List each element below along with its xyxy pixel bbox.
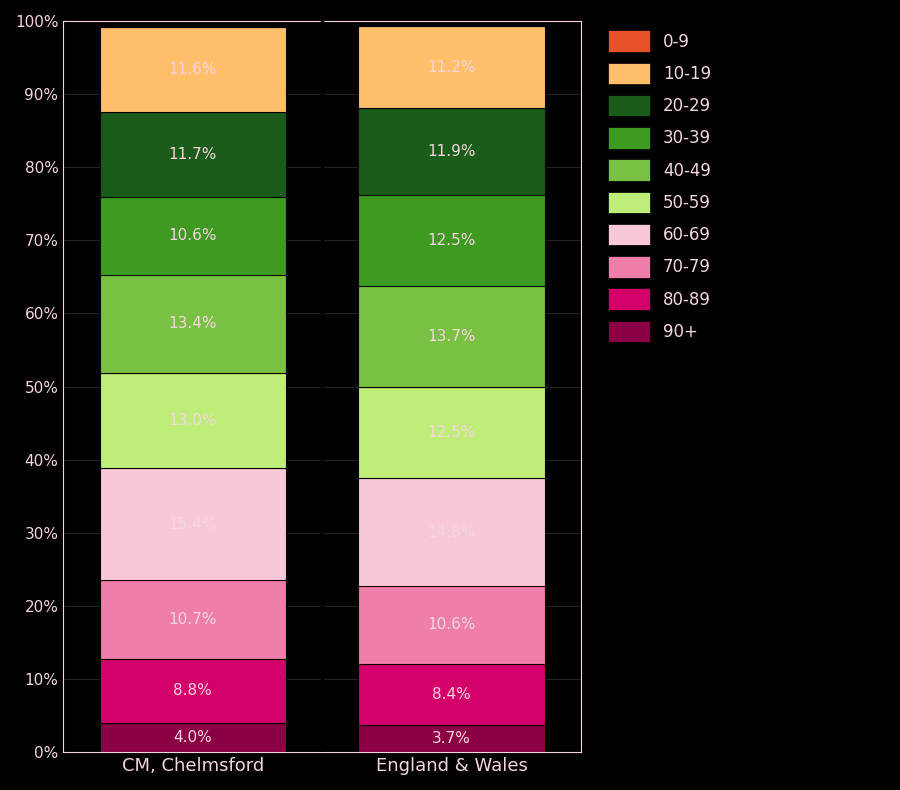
Text: 11.9%: 11.9% [428,144,476,159]
Bar [358,195,544,287]
Text: 10.6%: 10.6% [168,228,217,243]
Bar [100,275,286,373]
Bar [358,725,544,752]
Text: 10.7%: 10.7% [168,612,217,627]
Bar [100,27,286,111]
Text: 13.0%: 13.0% [168,412,217,427]
Text: 14.8%: 14.8% [428,525,476,540]
Text: 8.8%: 8.8% [174,683,212,698]
Text: 11.2%: 11.2% [428,59,476,74]
Text: 4.0%: 4.0% [174,730,212,745]
Text: 11.6%: 11.6% [168,62,217,77]
Bar [358,108,544,195]
Bar [100,723,286,752]
Bar [358,26,544,108]
Text: 8.4%: 8.4% [432,687,471,702]
Bar [358,664,544,725]
Bar [100,468,286,581]
Text: 13.7%: 13.7% [428,329,476,344]
Text: 10.6%: 10.6% [428,618,476,633]
Bar [358,386,544,478]
Text: 11.7%: 11.7% [168,147,217,162]
Text: 12.5%: 12.5% [428,425,476,440]
Text: 13.4%: 13.4% [168,316,217,331]
Bar [358,586,544,664]
Text: 12.5%: 12.5% [428,233,476,248]
Bar [100,659,286,723]
Bar [100,198,286,275]
Legend: 0-9, 10-19, 20-29, 30-39, 40-49, 50-59, 60-69, 70-79, 80-89, 90+: 0-9, 10-19, 20-29, 30-39, 40-49, 50-59, … [599,22,719,350]
Bar [100,581,286,659]
Text: 15.4%: 15.4% [168,517,217,532]
Bar [100,373,286,468]
Bar [100,111,286,198]
Text: 3.7%: 3.7% [432,731,471,746]
Bar [358,478,544,586]
Bar [358,287,544,386]
